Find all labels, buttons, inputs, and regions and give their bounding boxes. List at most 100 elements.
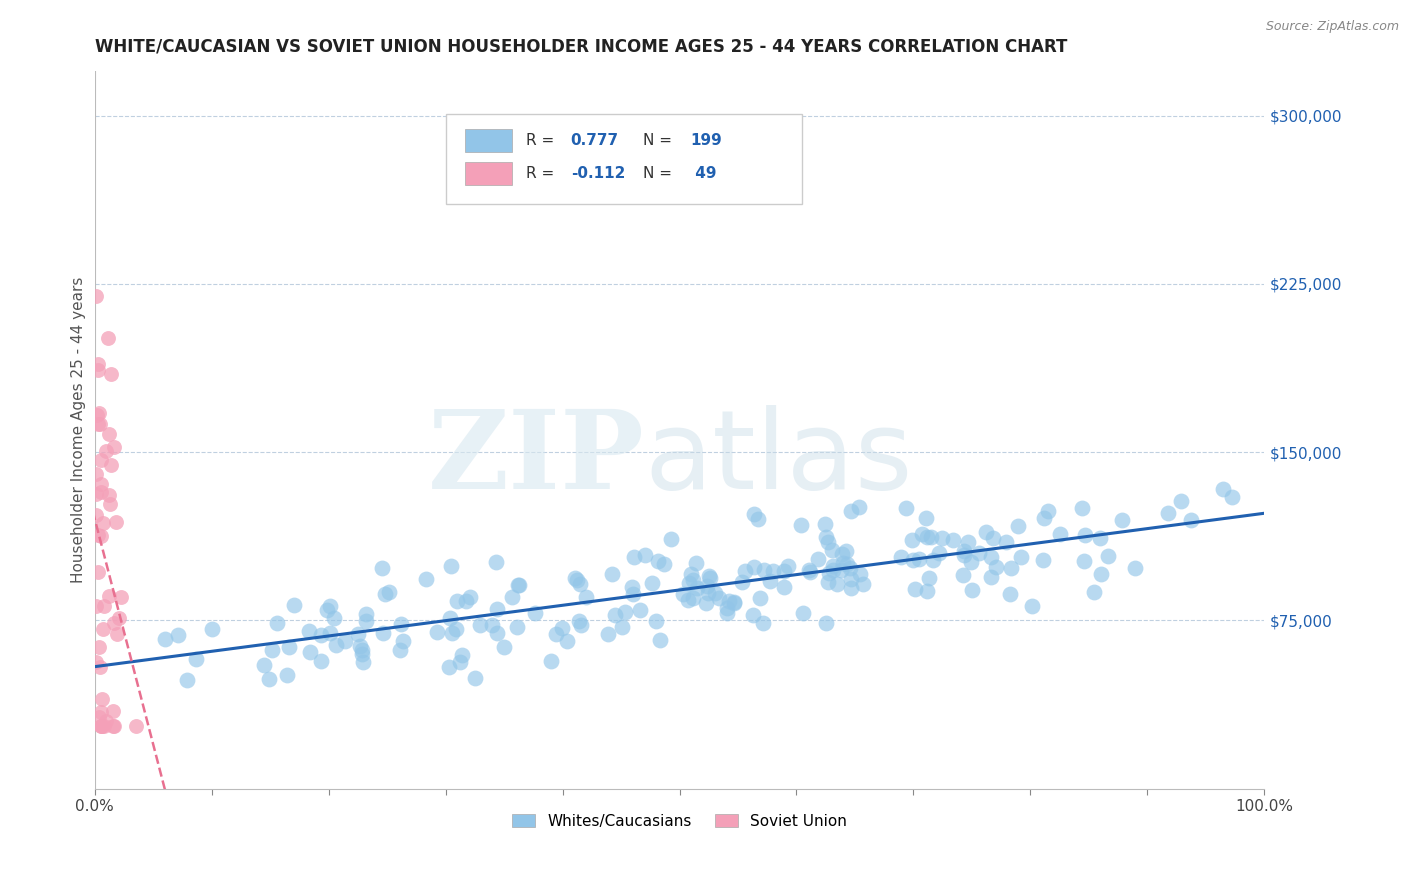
Point <box>84 487 107 501</box>
Point <box>481 618 503 632</box>
Point <box>894 501 917 516</box>
Point <box>815 615 838 630</box>
Point <box>89 406 111 420</box>
Point <box>849 567 872 582</box>
Point <box>1097 549 1119 563</box>
Point <box>831 547 853 561</box>
Point <box>723 595 745 609</box>
Point <box>707 591 730 605</box>
Point <box>103 615 125 630</box>
FancyBboxPatch shape <box>446 114 803 203</box>
Point <box>319 625 342 640</box>
Point <box>1033 510 1056 524</box>
Text: Source: ZipAtlas.com: Source: ZipAtlas.com <box>1265 20 1399 33</box>
Point <box>823 558 845 573</box>
Point <box>852 577 875 591</box>
Point <box>952 567 974 582</box>
Point <box>628 603 651 617</box>
Point <box>699 571 721 585</box>
Point <box>389 616 412 631</box>
Point <box>87 363 110 377</box>
Point <box>848 500 870 515</box>
Point <box>980 570 1002 584</box>
Point <box>747 512 769 526</box>
Point <box>276 668 298 682</box>
Point <box>551 621 574 635</box>
Point <box>716 600 738 615</box>
Point <box>1007 519 1029 533</box>
Point <box>1083 584 1105 599</box>
Point <box>309 654 332 668</box>
Point <box>841 504 863 518</box>
Point <box>456 594 478 608</box>
Point <box>458 590 481 604</box>
Point <box>86 655 108 669</box>
Point <box>915 530 938 544</box>
Point <box>90 485 112 500</box>
Point <box>1021 599 1043 613</box>
Point <box>426 625 449 640</box>
Point <box>103 719 125 733</box>
Point <box>967 546 990 560</box>
Point <box>325 638 347 652</box>
Point <box>486 602 509 616</box>
Point <box>446 593 468 607</box>
Point <box>568 614 591 628</box>
Point <box>1073 553 1095 567</box>
Point <box>980 550 1002 565</box>
Point <box>91 516 114 530</box>
Point <box>84 599 107 613</box>
Point <box>901 533 924 547</box>
Point <box>960 555 983 569</box>
Point <box>742 507 765 521</box>
Point <box>742 559 765 574</box>
Point <box>468 617 491 632</box>
Point <box>544 627 567 641</box>
Point <box>792 606 814 620</box>
Point <box>350 642 373 657</box>
Point <box>374 587 396 601</box>
Point <box>96 714 118 729</box>
Point <box>621 580 644 594</box>
Point <box>352 656 374 670</box>
Point <box>569 577 592 591</box>
Point <box>676 593 699 607</box>
Point <box>283 598 305 612</box>
Point <box>333 634 356 648</box>
Point <box>90 529 112 543</box>
Point <box>97 590 120 604</box>
Point <box>827 577 849 591</box>
Point <box>890 550 912 565</box>
Point <box>253 657 276 672</box>
Point <box>703 586 725 600</box>
Point <box>1123 561 1146 575</box>
Point <box>278 640 301 654</box>
Point <box>835 558 858 572</box>
Point <box>797 563 820 577</box>
Text: R =: R = <box>526 166 560 181</box>
Point <box>772 580 794 594</box>
Point <box>494 640 516 655</box>
Text: R =: R = <box>526 133 560 148</box>
Point <box>748 591 770 606</box>
Point <box>1170 494 1192 508</box>
Point <box>100 458 122 473</box>
Point <box>815 530 838 544</box>
Point <box>347 626 370 640</box>
Point <box>830 563 852 577</box>
Point <box>90 719 112 733</box>
Point <box>309 628 332 642</box>
Point <box>931 532 953 546</box>
Point <box>907 552 929 566</box>
Point <box>89 640 111 655</box>
Point <box>486 625 509 640</box>
Point <box>778 558 800 573</box>
Bar <box>465 162 512 185</box>
Point <box>697 569 720 583</box>
Bar <box>465 128 512 152</box>
Point <box>506 620 529 634</box>
Point <box>98 426 121 441</box>
Point <box>901 553 924 567</box>
Point <box>90 705 112 719</box>
Point <box>201 622 224 636</box>
